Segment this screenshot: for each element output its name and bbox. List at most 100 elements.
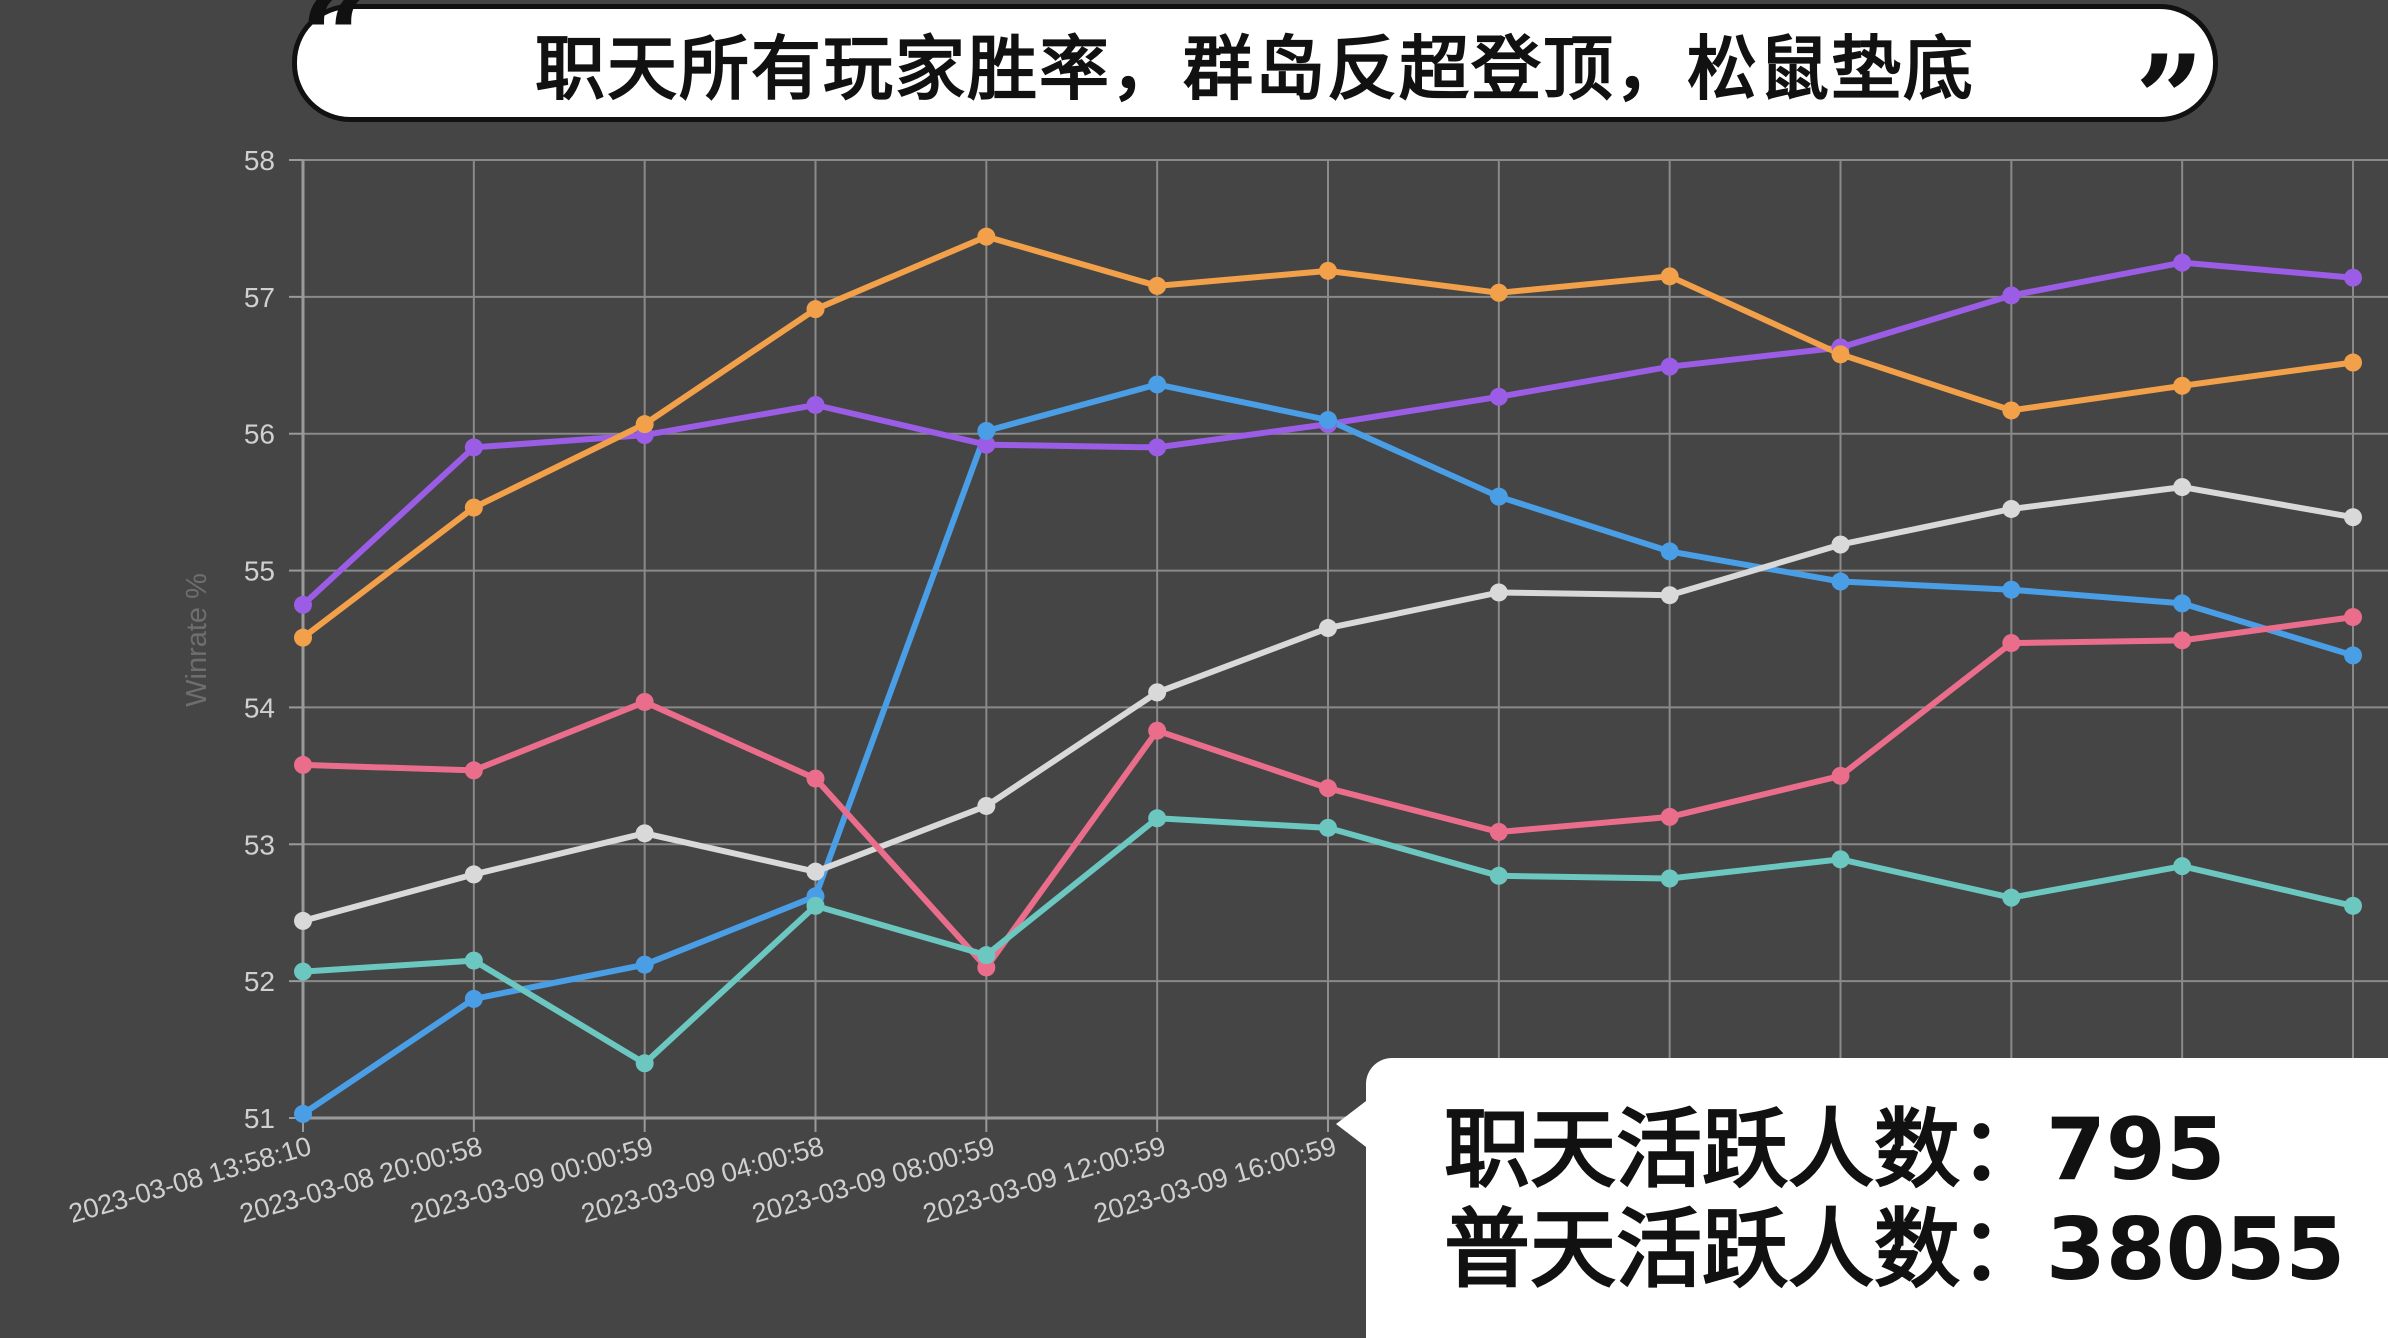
series-6-point [2002, 888, 2021, 907]
series-5-point [1148, 721, 1167, 740]
y-tick-label: 54 [244, 692, 275, 723]
series-points [294, 227, 2362, 1123]
series-6-point [1660, 869, 1679, 888]
series-3-point [1319, 411, 1337, 430]
series-5-point [294, 755, 312, 774]
series-4-point [977, 796, 996, 815]
series-1-point [977, 435, 996, 454]
series-1-point [806, 395, 825, 414]
series-5-point [1831, 766, 1850, 785]
series-6-point [1148, 809, 1167, 828]
series-4-point [294, 911, 312, 930]
series-3-point [2173, 594, 2192, 613]
series-2-point [2002, 401, 2021, 420]
series-3-point [1660, 542, 1679, 561]
y-tick-label: 51 [244, 1103, 275, 1134]
series-1-point [1660, 357, 1679, 376]
series-5-point [1319, 779, 1337, 798]
series-2-point [1319, 261, 1337, 280]
series-6-point [635, 1054, 654, 1073]
title-bubble: 职天所有玩家胜率，群岛反超登顶，松鼠垫底 [292, 4, 2218, 122]
series-5-point [806, 769, 825, 788]
series-5-point [2002, 634, 2021, 653]
series-4-point [1831, 535, 1850, 554]
y-tick-label: 55 [244, 556, 275, 587]
series-3-point [2344, 646, 2362, 665]
series-5-point [977, 958, 996, 977]
series-6-point [294, 962, 312, 981]
series-6-point [1319, 818, 1337, 837]
y-tick-label: 57 [244, 282, 275, 313]
series-4-point [2173, 478, 2192, 497]
series-4-point [1489, 583, 1508, 602]
normal-active-label: 普天活跃人数： [1444, 1200, 2046, 1300]
series-1-point [1489, 387, 1508, 406]
info-box-pointer [1336, 1098, 1370, 1150]
series-2-point [464, 498, 483, 517]
series-2-point [1831, 345, 1850, 364]
series-3-point [294, 1104, 312, 1123]
series-4-point [464, 865, 483, 884]
series-5-point [635, 692, 654, 711]
series-4-point [2002, 499, 2021, 518]
series-1-point [294, 595, 312, 614]
series-6-point [2173, 857, 2192, 876]
series-3-point [635, 955, 654, 974]
y-axis-label: Winrate % [181, 573, 213, 707]
y-tick-label: 52 [244, 966, 275, 997]
series-1-point [464, 438, 483, 457]
pro-active-label: 职天活跃人数： [1444, 1100, 2046, 1200]
y-tick-labels: 51 52 53 54 55 56 57 58 [244, 145, 275, 1134]
series-2-point [977, 227, 996, 246]
series-6-point [1831, 850, 1850, 869]
series-5-point [464, 761, 483, 780]
series-5-point [2173, 631, 2192, 650]
series-5-point [1660, 807, 1679, 826]
close-quote-mark: ” [2135, 29, 2205, 170]
grid-lines [302, 159, 2388, 1119]
series-4-point [806, 862, 825, 881]
axes [289, 159, 2388, 1132]
normal-active-players: 普天活跃人数：38055 [1444, 1200, 2388, 1300]
series-6-point [1489, 866, 1508, 885]
active-players-box: 职天活跃人数：795 普天活跃人数：38055 [1366, 1058, 2388, 1338]
series-2-point [1148, 276, 1167, 295]
series-6-point [464, 951, 483, 970]
y-tick-label: 56 [244, 419, 275, 450]
open-quote-mark: “ [300, 0, 370, 108]
pro-active-value: 795 [2046, 1100, 2226, 1200]
series-3-point [464, 989, 483, 1008]
series-6-point [806, 896, 825, 915]
series-4-point [1148, 683, 1167, 702]
series-2-point [635, 415, 654, 434]
series-3-point [1148, 375, 1167, 394]
series-2-point [1489, 283, 1508, 302]
series-4-point [2344, 508, 2362, 527]
y-tick-label: 58 [244, 145, 275, 176]
y-tick-label: 53 [244, 829, 275, 860]
series-5-point [2344, 608, 2362, 627]
pro-active-players: 职天活跃人数：795 [1444, 1100, 2388, 1200]
series-4-point [1319, 619, 1337, 638]
series-2-point [294, 628, 312, 647]
series-1-point [2344, 268, 2362, 287]
series-2-point [2344, 353, 2362, 372]
series-6-point [2344, 896, 2362, 915]
series-2-point [806, 300, 825, 319]
series-1-point [2002, 286, 2021, 305]
series-1-point [2173, 253, 2192, 272]
series-2-point [1660, 267, 1679, 286]
page-title: 职天所有玩家胜率，群岛反超登顶，松鼠垫底 [535, 27, 1975, 110]
series-5-point [1489, 822, 1508, 841]
series-3-point [2002, 580, 2021, 599]
series-3-point [977, 421, 996, 440]
series-4-point [1660, 586, 1679, 605]
series-1-point [1148, 438, 1167, 457]
series-3-point [1831, 572, 1850, 591]
series-3-point [1489, 487, 1508, 506]
series-6-point [977, 946, 996, 965]
series-2-point [2173, 376, 2192, 395]
normal-active-value: 38055 [2046, 1200, 2346, 1300]
